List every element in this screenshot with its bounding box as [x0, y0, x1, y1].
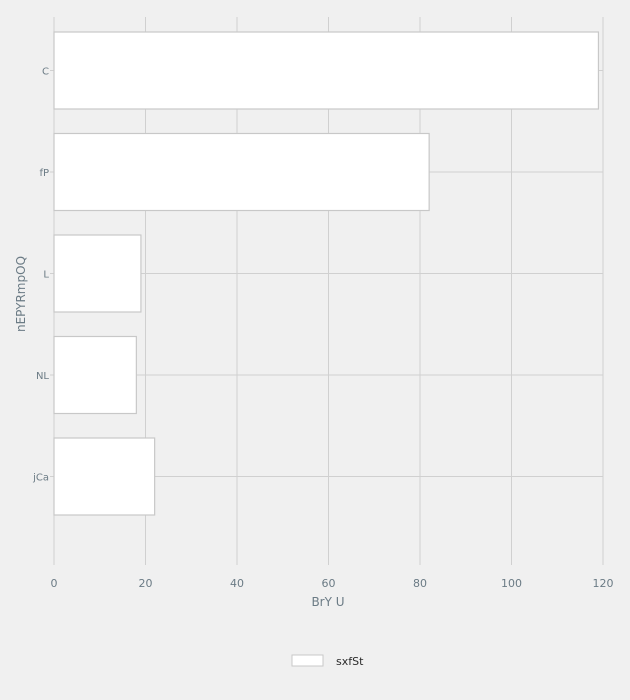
x-tick-label: 100 [501, 577, 522, 590]
bars [53, 31, 600, 516]
legend-label: sxfSt [336, 655, 364, 668]
x-axis-title: BrY U [311, 595, 344, 609]
x-tick-label: 60 [322, 577, 336, 590]
bar[interactable] [53, 132, 430, 212]
x-tick-labels: 0 20 40 60 80 100 120 [51, 577, 614, 590]
bar[interactable] [53, 234, 142, 313]
bar[interactable] [53, 437, 156, 516]
category-label: jCa [32, 473, 49, 484]
x-tick-label: 120 [593, 577, 614, 590]
category-labels: CfP L NL jCa [32, 67, 49, 484]
category-label: L [43, 270, 49, 281]
category-label: NL [36, 371, 49, 382]
x-tick-label: 0 [51, 577, 58, 590]
x-tick-label: 20 [139, 577, 153, 590]
bar[interactable] [53, 31, 600, 110]
legend-swatch [291, 654, 324, 667]
category-label: C [42, 67, 49, 78]
x-tick-label: 80 [413, 577, 427, 590]
category-label: fP [39, 168, 49, 179]
legend[interactable]: sxfSt [291, 654, 364, 668]
bar[interactable] [53, 335, 137, 415]
y-axis-title: nEPYRmpOQ [14, 256, 28, 332]
x-tick-label: 40 [230, 577, 244, 590]
